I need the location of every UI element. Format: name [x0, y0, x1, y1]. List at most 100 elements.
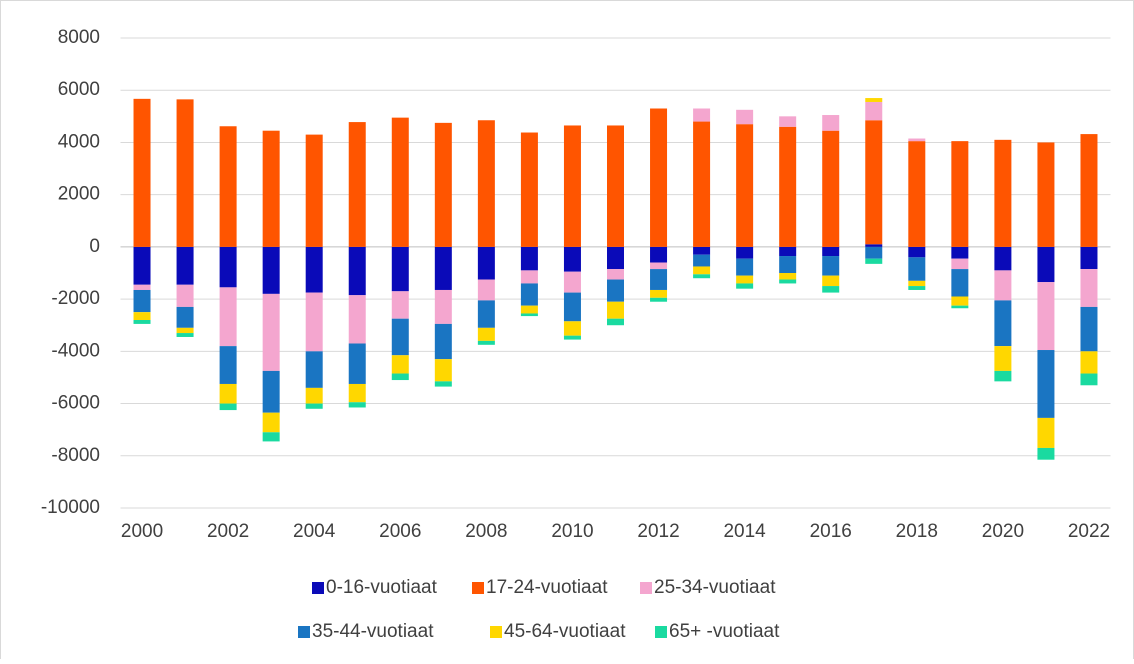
bar-segment [219, 346, 237, 384]
bar-segment [865, 244, 883, 247]
bar-segment [133, 98, 151, 247]
bar-segment [133, 320, 151, 324]
legend-swatch [655, 626, 667, 638]
x-tick-label: 2016 [810, 521, 852, 542]
bar-segment [348, 402, 366, 408]
bar-segment [1037, 447, 1055, 460]
bar-segment [994, 270, 1012, 301]
x-tick-label: 2002 [207, 521, 249, 542]
bar-segment [262, 293, 280, 371]
legend-label: 45-64-vuotiaat [504, 621, 626, 642]
bar-segment [865, 258, 883, 264]
bar-segment [650, 108, 668, 247]
bar-segment [1080, 351, 1098, 374]
legend-swatch [472, 582, 484, 594]
bar-segment [908, 138, 926, 142]
y-tick-label: 8000 [58, 27, 100, 48]
bar-segment [1037, 350, 1055, 418]
bar-segment [1037, 417, 1055, 448]
bar-segment [520, 283, 538, 306]
bar-segment [391, 355, 409, 374]
bar-segment [348, 383, 366, 403]
bar-segment [822, 246, 840, 257]
bar-segment [434, 381, 452, 387]
bar-segment [219, 287, 237, 347]
bar-segment [607, 246, 624, 270]
bar-segment [1080, 373, 1098, 386]
y-tick-label: -10000 [41, 497, 100, 518]
x-tick-label: 2000 [121, 521, 163, 542]
x-tick-label: 2004 [293, 521, 336, 542]
bar-segment [434, 246, 452, 290]
bar-segment [865, 101, 883, 121]
bar-segment [822, 256, 840, 276]
x-tick-label: 2014 [723, 521, 766, 542]
bar-segment [391, 318, 409, 356]
bar-segment [133, 289, 151, 313]
legend-swatch [640, 582, 652, 594]
legend-label: 65+ -vuotiaat [669, 621, 780, 642]
bar-segment [822, 115, 840, 131]
bar-segment [736, 258, 754, 276]
legend-swatch [312, 582, 324, 594]
bar-segment [908, 141, 926, 247]
bar-segment [994, 300, 1012, 347]
bar-segment [563, 125, 581, 247]
bar-segment [563, 271, 581, 293]
bar-segment [607, 125, 624, 247]
bar-segment [865, 246, 883, 259]
x-tick-label: 2008 [465, 521, 507, 542]
bar-segment [736, 109, 754, 125]
bar-segment [219, 126, 237, 247]
bar-segment [477, 279, 495, 301]
bar-segment [563, 335, 581, 340]
bar-segment [1080, 246, 1098, 270]
bar-segment [779, 126, 797, 247]
bar-segment [693, 108, 711, 122]
bar-segment [219, 383, 237, 404]
bar-segment [994, 139, 1012, 247]
bar-segment [563, 292, 581, 322]
bar-segment [1037, 142, 1055, 247]
bar-segment [650, 246, 668, 263]
bar-segment [779, 256, 797, 273]
bar-segment [607, 269, 624, 280]
y-tick-label: 0 [89, 236, 100, 257]
bar-segment [650, 297, 668, 302]
bar-segment [1037, 282, 1055, 351]
bar-segment [1080, 269, 1098, 307]
bar-segment [951, 269, 969, 297]
bar-segment [779, 279, 797, 284]
bar-segment [348, 122, 366, 247]
bar-segment [434, 359, 452, 382]
bar-segment [908, 280, 926, 287]
bar-segment [520, 313, 538, 317]
bar-segment [305, 134, 323, 247]
bar-segment [736, 275, 754, 284]
bar-segment [693, 254, 711, 267]
bar-segment [951, 305, 969, 309]
bar-segment [348, 246, 366, 296]
y-tick-label: -4000 [51, 340, 100, 361]
bar-segment [305, 403, 323, 409]
y-tick-label: -6000 [51, 393, 100, 414]
bar-segment [1080, 306, 1098, 352]
bar-segment [693, 274, 711, 279]
bar-segment [908, 257, 926, 281]
bar-segment [133, 246, 151, 285]
bar-segment [520, 132, 538, 247]
bar-segment [176, 333, 194, 337]
bar-segment [176, 327, 194, 334]
bar-segment [520, 305, 538, 314]
bar-segment [994, 246, 1012, 271]
y-tick-label: 6000 [58, 79, 100, 100]
bar-segment [348, 343, 366, 384]
bar-segment [477, 300, 495, 328]
bar-segment [865, 120, 883, 245]
bar-segment [779, 273, 797, 280]
bar-segment [951, 258, 969, 270]
bar-segment [477, 327, 495, 341]
bar-segment [994, 370, 1012, 382]
bar-segment [305, 351, 323, 388]
y-tick-label: -8000 [51, 445, 100, 466]
